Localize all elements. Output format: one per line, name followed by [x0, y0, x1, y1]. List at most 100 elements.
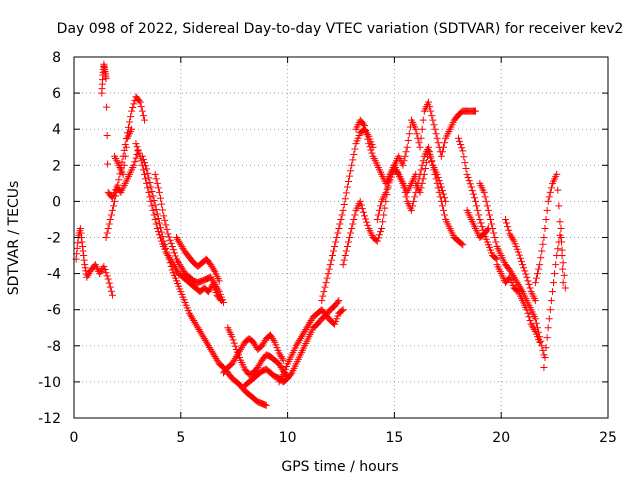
y-tick-label: -10 [38, 375, 61, 391]
data-point [519, 261, 527, 269]
y-tick-label: -8 [47, 339, 61, 355]
data-point [103, 272, 111, 280]
data-point [325, 265, 333, 273]
data-point [418, 179, 426, 187]
data-point [544, 324, 552, 332]
data-point [158, 200, 166, 208]
data-point [275, 349, 283, 357]
data-point [347, 167, 355, 175]
data-point [160, 237, 168, 245]
data-point [375, 206, 383, 214]
data-point [356, 197, 364, 205]
data-point [419, 157, 427, 165]
data-point [422, 159, 430, 167]
data-point [102, 234, 110, 241]
data-point [207, 284, 215, 292]
data-point [373, 237, 381, 245]
data-point [196, 327, 204, 335]
data-point [331, 243, 339, 251]
data-point [139, 155, 147, 163]
data-point [96, 270, 104, 278]
data-point [115, 176, 123, 184]
data-point [166, 259, 174, 267]
data-point [402, 148, 410, 156]
data-point [433, 170, 441, 178]
data-point [404, 136, 412, 144]
data-point [504, 223, 512, 231]
data-point [185, 309, 193, 317]
data-point [440, 143, 448, 151]
data-point [348, 161, 356, 169]
data-point [419, 175, 427, 183]
data-point [507, 268, 515, 276]
data-point [523, 273, 531, 281]
data-point [491, 234, 499, 241]
data-point [292, 342, 300, 350]
data-point [159, 233, 167, 241]
data-point [509, 235, 517, 243]
data-point [334, 298, 342, 306]
data-point [259, 340, 267, 348]
data-point [506, 266, 514, 274]
data-point [561, 284, 569, 292]
data-point [166, 236, 174, 244]
y-tick-label: -12 [38, 411, 61, 427]
data-point [405, 130, 413, 138]
data-point [276, 362, 284, 370]
data-point [545, 315, 553, 323]
data-point [145, 188, 153, 196]
data-point [377, 228, 385, 236]
data-point [359, 120, 367, 128]
data-point [402, 193, 410, 201]
data-point [149, 206, 157, 214]
data-point [477, 219, 485, 227]
data-point [343, 183, 351, 191]
data-point [212, 282, 220, 290]
data-point [466, 180, 474, 188]
data-point [142, 162, 150, 170]
data-point [381, 204, 389, 212]
data-point [209, 277, 217, 285]
data-point [511, 275, 519, 283]
data-point [527, 320, 535, 328]
data-point [321, 283, 329, 291]
data-point [234, 349, 242, 357]
data-point [547, 184, 555, 192]
data-point [295, 336, 303, 344]
data-point [543, 334, 551, 342]
data-point [346, 234, 354, 241]
data-point [553, 170, 561, 178]
data-points [72, 60, 569, 409]
data-point [458, 240, 466, 248]
data-point [207, 261, 215, 269]
data-point [296, 335, 304, 343]
data-point [239, 342, 247, 350]
data-point [435, 177, 443, 185]
data-point [342, 189, 350, 197]
data-point [340, 201, 348, 209]
data-point [468, 187, 476, 195]
data-point [427, 154, 435, 162]
data-point [294, 338, 302, 346]
data-point [167, 239, 175, 247]
data-point [528, 322, 536, 330]
data-point [130, 100, 138, 108]
data-point [148, 202, 156, 210]
data-point [150, 211, 158, 219]
data-point [149, 192, 157, 200]
data-point [425, 147, 433, 155]
data-point [536, 338, 544, 346]
data-point [332, 238, 340, 246]
series-arc-m [318, 125, 377, 305]
data-point [463, 170, 471, 178]
data-point [135, 149, 143, 157]
data-point [269, 335, 277, 343]
data-point [151, 170, 159, 178]
data-point [277, 353, 285, 361]
data-point [489, 224, 497, 232]
data-point [503, 219, 511, 227]
data-point [205, 342, 213, 350]
data-point [368, 149, 376, 157]
data-point [140, 159, 148, 167]
data-point [367, 146, 375, 154]
